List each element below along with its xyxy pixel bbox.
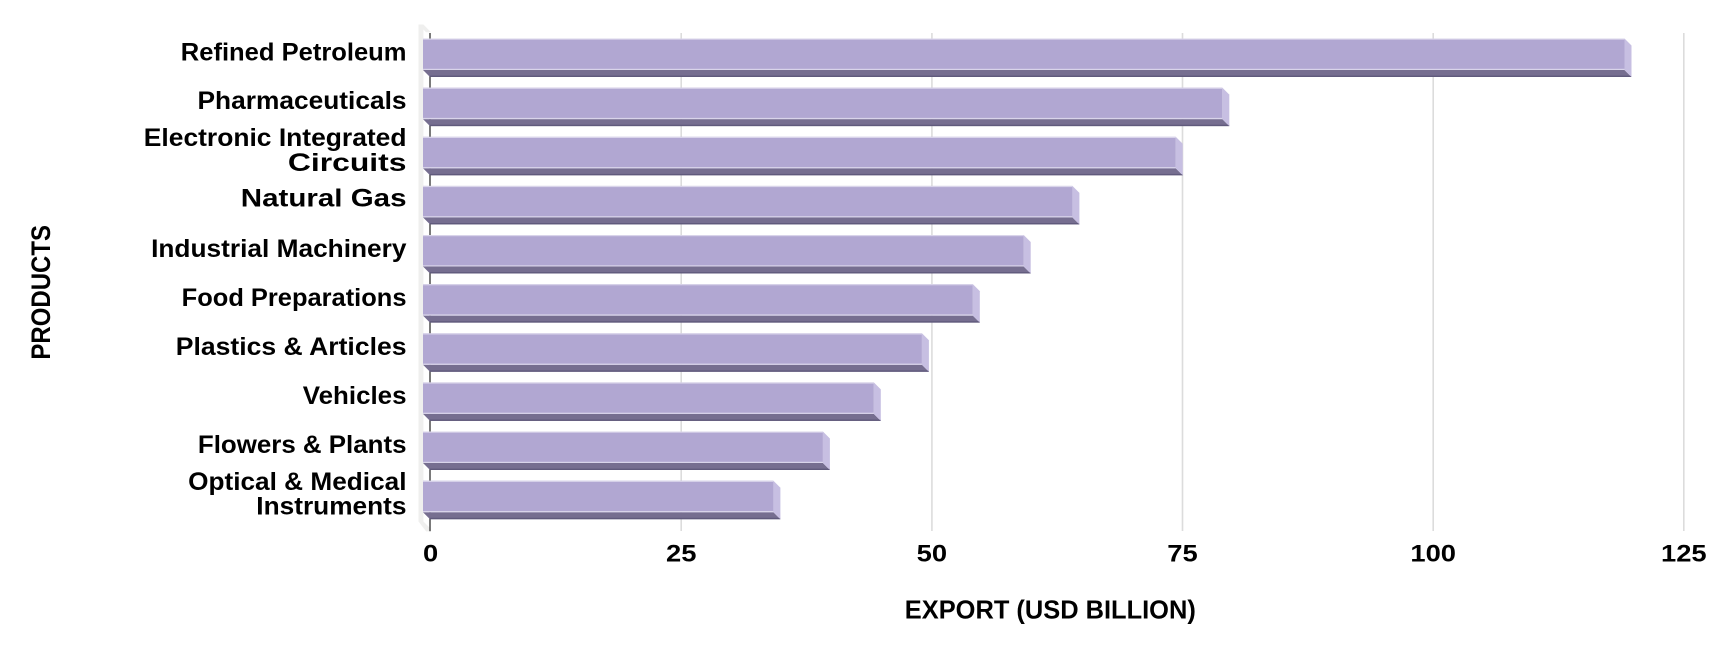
svg-text:Vehicles: Vehicles (303, 382, 407, 410)
svg-text:100: 100 (1410, 540, 1456, 567)
svg-text:EXPORT (USD BILLION): EXPORT (USD BILLION) (905, 595, 1196, 625)
svg-text:125: 125 (1661, 540, 1707, 567)
svg-text:Natural Gas: Natural Gas (241, 185, 407, 213)
svg-text:25: 25 (666, 540, 696, 567)
svg-text:Plastics & Articles: Plastics & Articles (176, 333, 407, 361)
svg-text:Pharmaceuticals: Pharmaceuticals (198, 87, 407, 115)
svg-text:PRODUCTS: PRODUCTS (26, 225, 56, 360)
svg-text:Flowers & Plants: Flowers & Plants (198, 431, 407, 459)
svg-text:0: 0 (423, 540, 438, 567)
svg-text:Food Preparations: Food Preparations (182, 284, 407, 312)
svg-text:Instruments: Instruments (256, 493, 406, 521)
svg-text:Optical & Medical: Optical & Medical (188, 468, 406, 496)
svg-text:50: 50 (917, 540, 947, 567)
svg-text:Industrial Machinery: Industrial Machinery (151, 235, 406, 263)
svg-text:Electronic Integrated: Electronic Integrated (144, 124, 407, 152)
svg-text:Circuits: Circuits (288, 149, 407, 177)
svg-text:Refined Petroleum: Refined Petroleum (181, 38, 407, 66)
svg-text:75: 75 (1167, 540, 1197, 567)
